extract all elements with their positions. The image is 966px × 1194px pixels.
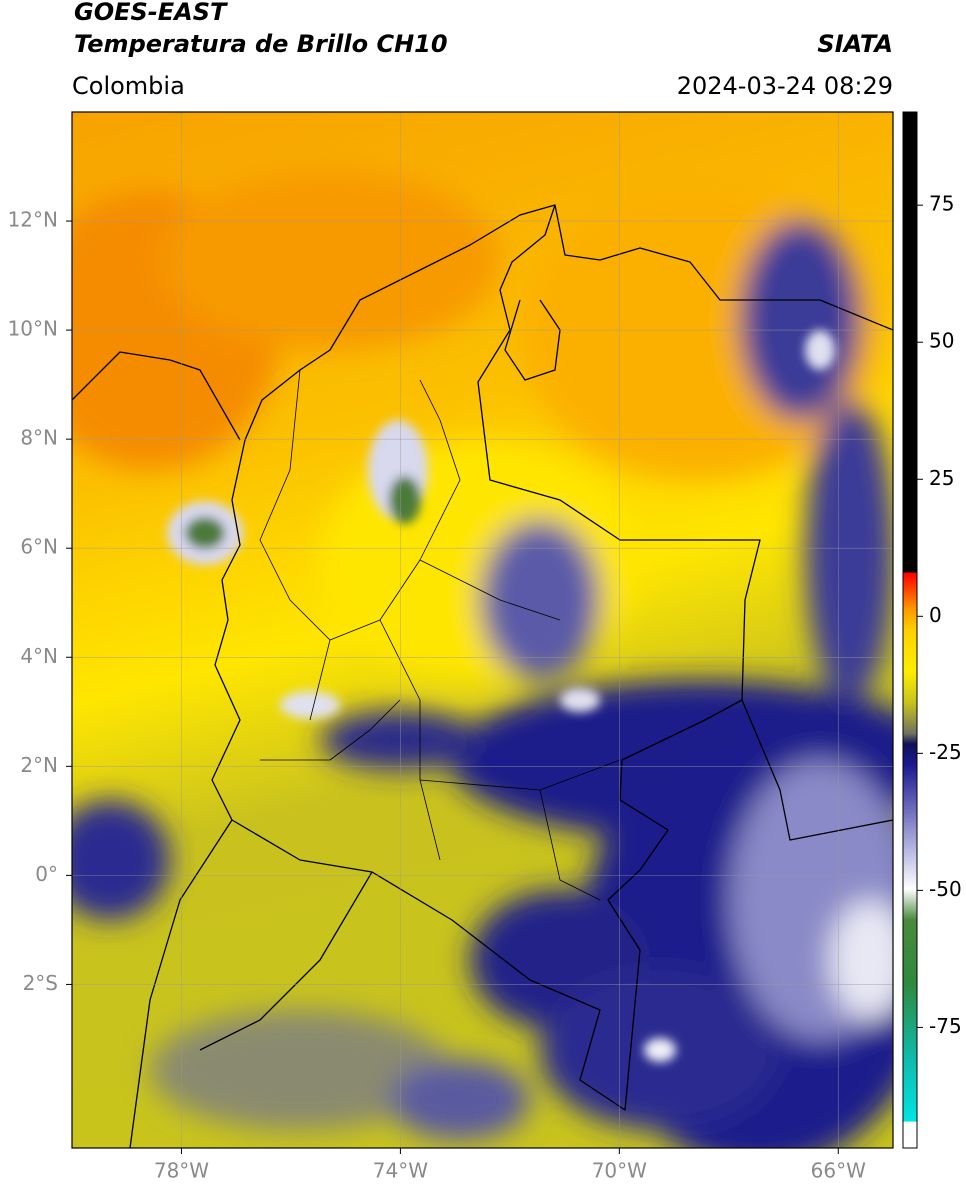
y-tick-label: 6°N: [20, 535, 58, 559]
source: SIATA: [817, 30, 893, 58]
y-tick-label: 10°N: [8, 317, 58, 341]
colorbar-tick-label: -75: [929, 1014, 962, 1038]
region: Colombia: [72, 72, 185, 100]
title: GOES-EAST: [74, 0, 228, 26]
y-tick-label: 4°N: [20, 644, 58, 668]
x-tick-label: 78°W: [154, 1159, 209, 1183]
x-tick-label: 74°W: [373, 1159, 428, 1183]
x-tick-label: 70°W: [592, 1159, 647, 1183]
datetime: 2024-03-24 08:29: [677, 72, 893, 100]
grid: [72, 112, 893, 1148]
satellite-image: [72, 112, 893, 1148]
colorbar-tick-label: 50: [929, 329, 954, 353]
colorbar: [902, 111, 918, 1149]
y-tick-label: 0°: [35, 862, 58, 886]
y-tick-label: 2°S: [23, 971, 58, 995]
x-tick-label: 66°W: [811, 1159, 866, 1183]
y-tick-label: 12°N: [8, 208, 58, 232]
subtitle: Temperatura de Brillo CH10: [74, 30, 448, 58]
colorbar-tick-label: 25: [929, 466, 954, 490]
colorbar-tick-label: -25: [929, 740, 962, 764]
y-tick-label: 2°N: [20, 753, 58, 777]
colorbar-tick-label: 0: [929, 603, 942, 627]
map-frame: [71, 111, 894, 1149]
colorbar-tick-label: 75: [929, 192, 954, 216]
colorbar-tick-label: -50: [929, 877, 962, 901]
y-tick-label: 8°N: [20, 426, 58, 450]
